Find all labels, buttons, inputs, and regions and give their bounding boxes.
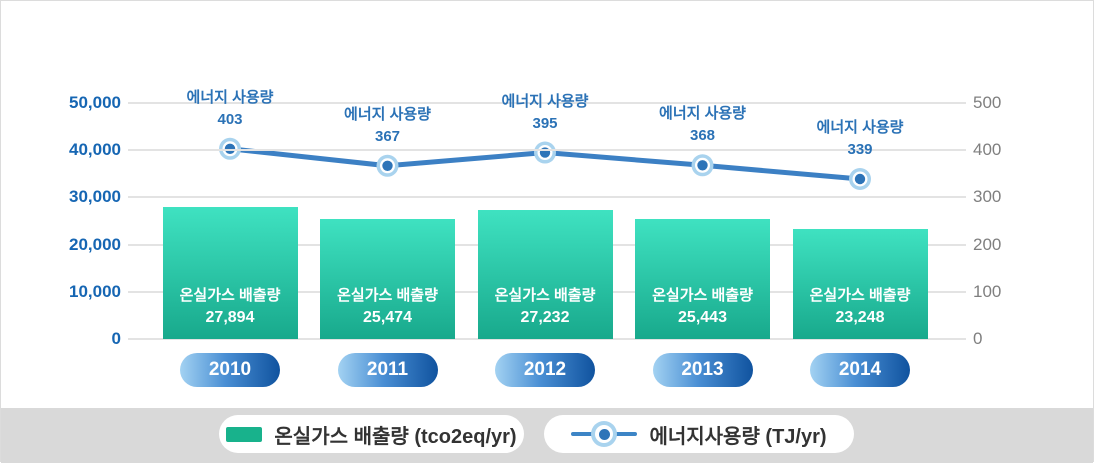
right-axis-tick: 300 [973, 187, 1002, 207]
bar-value-label: 온실가스 배출량 25,443 [635, 285, 770, 329]
emissions-bar: 온실가스 배출량 25,443 [635, 218, 770, 339]
emissions-swatch-icon [226, 426, 263, 442]
year-pill-2012: 2012 [495, 353, 595, 387]
right-axis-tick: 200 [973, 234, 1002, 254]
energy-point-title: 에너지 사용량 [659, 105, 746, 123]
marker-gap [380, 158, 395, 174]
bar-label-value: 25,474 [363, 308, 412, 326]
energy-point-value: 403 [217, 110, 243, 128]
right-axis-tick: 400 [973, 140, 1002, 160]
right-axis-tick: 0 [973, 329, 983, 348]
bar-value-label: 온실가스 배출량 23,248 [793, 285, 928, 329]
energy-point-value: 395 [532, 114, 558, 132]
bar-value-label: 온실가스 배출량 27,894 [163, 285, 298, 329]
emissions-bar: 온실가스 배출량 27,894 [162, 207, 298, 339]
energy-point-title: 에너지 사용량 [816, 118, 904, 136]
marker-ring [849, 167, 871, 190]
emissions-bar: 온실가스 배출량 25,474 [320, 218, 455, 339]
marker-ring [376, 154, 399, 177]
bar-label-title: 온실가스 배출량 [652, 286, 753, 304]
energy-point-label: 에너지 사용량 367 [308, 104, 468, 148]
left-axis-tick: 30,000 [69, 187, 121, 207]
energy-point-value: 339 [847, 140, 873, 158]
bar-label-title: 온실가스 배출량 [809, 286, 911, 304]
energy-point-value: 367 [374, 127, 401, 145]
legend-item-energy: 에너지사용량 (TJ/yr) [544, 415, 854, 453]
marker-gap [852, 171, 868, 187]
left-axis-tick: 40,000 [69, 140, 121, 160]
legend-marker-dot [598, 428, 610, 440]
energy-point-label: 에너지 사용량 403 [150, 87, 310, 131]
bar-label-value: 25,443 [678, 308, 727, 326]
bar-label-value: 27,894 [205, 308, 255, 326]
year-pill-2014: 2014 [810, 353, 910, 387]
energy-point-title: 에너지 사용량 [186, 88, 274, 106]
marker-ring [691, 154, 714, 177]
marker-ring [534, 141, 556, 164]
legend-marker-ring [591, 421, 618, 447]
energy-point-title: 에너지 사용량 [501, 92, 589, 110]
left-axis-tick: 0 [111, 329, 121, 348]
energy-point-value: 368 [689, 127, 716, 145]
bar-label-value: 27,232 [520, 308, 570, 326]
left-axis-tick: 50,000 [69, 93, 121, 112]
legend-label-emissions: 온실가스 배출량 (tco2eq/yr) [274, 425, 517, 448]
gridline [128, 196, 966, 199]
left-axis-tick: 20,000 [69, 234, 121, 254]
bar-label-title: 온실가스 배출량 [337, 286, 438, 304]
energy-point-label: 에너지 사용량 395 [465, 91, 625, 135]
marker-gap [537, 145, 553, 161]
gridline [128, 149, 966, 152]
year-pill-2011: 2011 [337, 353, 438, 387]
emissions-bar: 온실가스 배출량 23,248 [792, 229, 928, 339]
marker-dot [854, 173, 866, 185]
energy-line-path [229, 146, 861, 182]
right-axis-tick: 500 [973, 93, 1002, 112]
right-axis-tick: 100 [973, 281, 1002, 301]
gridline [128, 102, 966, 104]
energy-point-title: 에너지 사용량 [344, 105, 431, 123]
year-pill-2010: 2010 [180, 353, 280, 387]
energy-point-label: 에너지 사용량 339 [780, 117, 940, 161]
marker-dot [382, 160, 393, 171]
legend-label-energy: 에너지사용량 (TJ/yr) [649, 425, 827, 448]
bar-label-title: 온실가스 배출량 [494, 286, 596, 304]
bar-value-label: 온실가스 배출량 27,232 [478, 285, 613, 329]
energy-point-label: 에너지 사용량 368 [623, 103, 783, 147]
legend-item-emissions: 온실가스 배출량 (tco2eq/yr) [219, 415, 524, 453]
marker-gap [695, 157, 710, 173]
energy-line-marker-icon [571, 420, 638, 448]
left-axis-tick: 10,000 [69, 281, 121, 301]
emissions-bar: 온실가스 배출량 27,232 [477, 210, 613, 339]
legend-strip: 온실가스 배출량 (tco2eq/yr) 에너지사용량 (TJ/yr) [1, 408, 1093, 463]
year-pill-2013: 2013 [652, 353, 753, 387]
bar-label-value: 23,248 [835, 308, 885, 326]
gridline [128, 338, 966, 340]
bar-value-label: 온실가스 배출량 25,474 [320, 285, 455, 329]
bar-label-title: 온실가스 배출량 [179, 286, 281, 304]
marker-dot [697, 160, 708, 171]
